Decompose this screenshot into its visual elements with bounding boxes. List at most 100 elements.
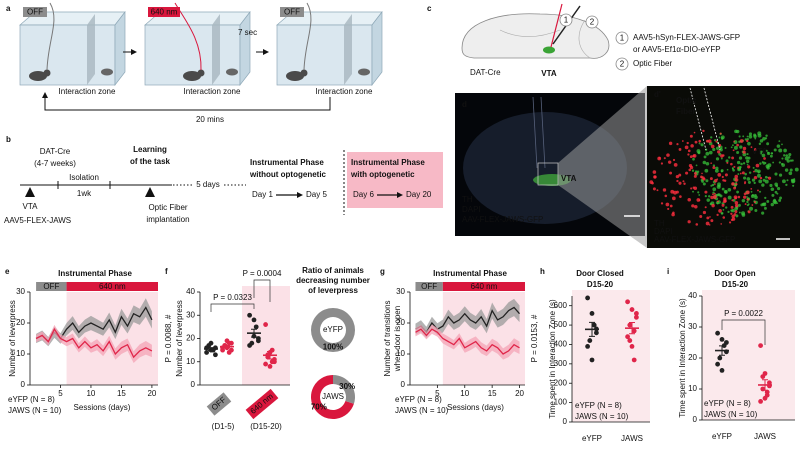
cell — [709, 216, 711, 218]
cell — [669, 171, 673, 175]
phase-title: without optogenetic — [249, 170, 327, 179]
cell — [750, 190, 753, 193]
cell — [712, 164, 716, 167]
delay: 5 days — [196, 180, 220, 189]
cell — [764, 196, 767, 200]
cell — [744, 172, 747, 176]
cell — [746, 163, 749, 166]
data-point — [251, 317, 257, 323]
category-box — [245, 388, 279, 420]
arrow-head — [297, 192, 303, 198]
legend-entry: eYFP (N = 8) — [395, 395, 442, 404]
data-point — [715, 361, 720, 367]
cell — [712, 191, 715, 194]
cell — [730, 146, 733, 149]
y-axis-title: Time spent in Interaction Zone (s) — [678, 298, 687, 418]
cell — [722, 154, 725, 157]
cell — [732, 144, 734, 147]
cell — [721, 175, 724, 179]
cell — [744, 203, 747, 206]
cell — [762, 178, 766, 182]
data-point — [627, 322, 633, 328]
cell — [710, 136, 713, 139]
cell — [759, 139, 764, 143]
legend-entry: JAWS (N = 10) — [704, 410, 758, 419]
cell — [737, 173, 740, 175]
cell — [770, 187, 775, 192]
cell — [660, 162, 664, 165]
cell — [689, 134, 693, 138]
cell — [689, 165, 694, 170]
cell — [702, 210, 707, 215]
cell — [778, 173, 783, 177]
light-state: 640 nm — [151, 8, 178, 17]
cell — [790, 178, 794, 182]
cell — [722, 208, 725, 211]
cell — [710, 184, 713, 187]
cell — [690, 144, 694, 148]
cell — [737, 203, 741, 207]
cell — [673, 162, 678, 167]
legend-text: AAV5-hSyn-FLEX-JAWS-GFP — [633, 33, 740, 42]
phase-bar — [442, 282, 525, 291]
cell — [712, 194, 717, 199]
y-tick-label: 200 — [554, 378, 568, 387]
cell — [719, 194, 723, 198]
panel-letter: d — [462, 100, 467, 109]
cell — [738, 135, 741, 138]
cell — [710, 144, 715, 149]
cell — [676, 179, 679, 183]
phase-label: OFF — [421, 282, 437, 291]
cell — [778, 148, 783, 153]
cell — [672, 158, 676, 162]
stain-label: AAV-FLEX-JAWS-GFP — [654, 235, 735, 244]
cell — [786, 179, 789, 182]
data-point — [719, 368, 725, 373]
cell — [676, 143, 679, 146]
cell — [718, 136, 721, 139]
cell — [753, 175, 758, 180]
cell — [711, 203, 715, 208]
ring-label: JAWS — [322, 392, 344, 401]
implant: Optic Fiber — [148, 203, 187, 212]
fiber-outline — [689, 87, 721, 151]
y-tick-label: 0 — [401, 380, 406, 389]
panel-letter: g — [380, 267, 385, 276]
cell — [725, 206, 728, 209]
cell — [685, 171, 689, 175]
cell — [743, 192, 747, 196]
cell — [733, 165, 736, 168]
cell — [698, 199, 701, 202]
phase-bar — [66, 282, 158, 291]
age: (4-7 weeks) — [34, 159, 76, 168]
y-tick-label: 30 — [688, 322, 697, 331]
series-line — [415, 328, 520, 355]
cell — [792, 184, 795, 187]
cell — [670, 189, 675, 194]
data-point — [594, 330, 599, 336]
light-tag — [148, 7, 180, 17]
zone-label: Interaction zone — [59, 87, 116, 96]
x-tick-label: JAWS — [621, 434, 643, 443]
cell — [708, 150, 713, 155]
fiber-label: Fiber — [676, 107, 696, 116]
cell — [682, 180, 685, 183]
x-tick-label: 5 — [58, 389, 63, 398]
cell — [738, 156, 743, 160]
data-point — [269, 359, 275, 365]
cell — [687, 197, 691, 202]
cell — [686, 141, 689, 145]
data-point — [585, 295, 590, 301]
legend-entry: JAWS (N = 10) — [575, 412, 629, 421]
badge-number: 2 — [620, 60, 625, 69]
cell — [758, 190, 762, 193]
data-point — [634, 311, 639, 316]
cell — [744, 138, 748, 141]
cell — [741, 211, 746, 216]
chart-title: Door Open — [714, 269, 755, 278]
y-tick-label: 0 — [563, 417, 568, 426]
cell — [652, 170, 657, 174]
loop-arrow — [44, 97, 331, 111]
series-line — [35, 327, 153, 359]
